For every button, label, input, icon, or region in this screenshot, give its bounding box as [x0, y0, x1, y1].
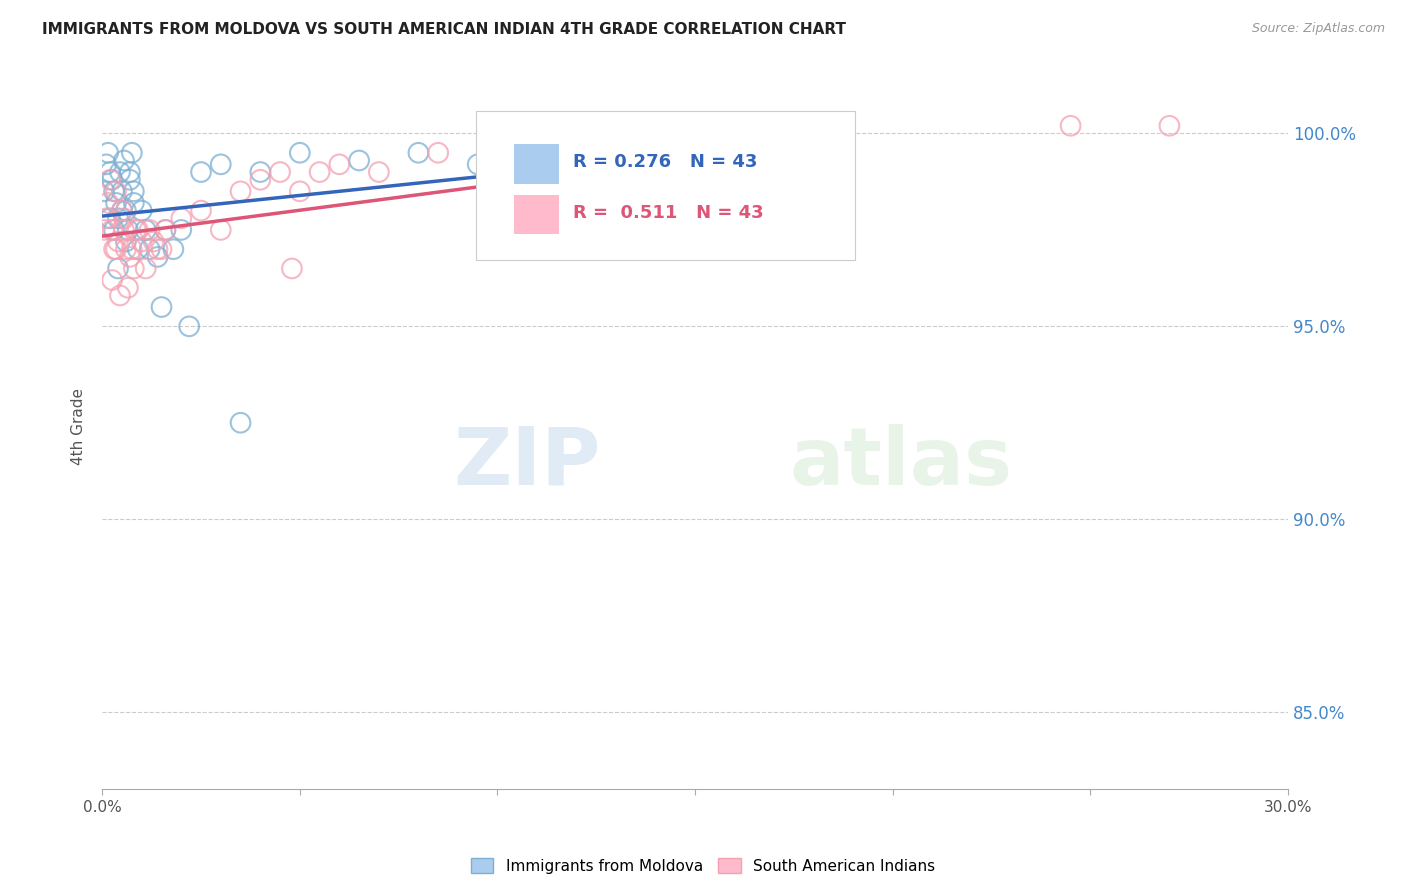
Point — [112, 211, 135, 226]
Point — [131, 235, 153, 249]
Point — [526, 145, 548, 160]
Point — [308, 165, 330, 179]
Point — [101, 173, 124, 187]
Point — [98, 165, 121, 179]
Bar — [513, 144, 558, 184]
Point — [229, 416, 252, 430]
Point — [408, 145, 430, 160]
Point — [93, 223, 115, 237]
Point — [107, 211, 129, 226]
Text: atlas: atlas — [790, 424, 1014, 502]
Point — [138, 242, 160, 256]
Point — [146, 250, 169, 264]
Point — [229, 185, 252, 199]
Text: R = 0.276   N = 43: R = 0.276 N = 43 — [574, 153, 758, 171]
Point — [121, 145, 143, 160]
Point — [155, 223, 177, 237]
Point — [281, 261, 304, 276]
Point — [127, 223, 149, 237]
Point — [122, 185, 145, 199]
Point — [162, 242, 184, 256]
Point — [367, 165, 389, 179]
Point — [288, 145, 311, 160]
Point — [96, 157, 118, 171]
Point — [122, 261, 145, 276]
Point — [118, 165, 141, 179]
Point — [108, 165, 131, 179]
Point — [118, 173, 141, 187]
Point — [1059, 119, 1081, 133]
Text: Source: ZipAtlas.com: Source: ZipAtlas.com — [1251, 22, 1385, 36]
Point — [117, 223, 139, 237]
Point — [150, 242, 173, 256]
Point — [105, 185, 128, 199]
Y-axis label: 4th Grade: 4th Grade — [72, 388, 86, 465]
Point — [288, 185, 311, 199]
Point — [111, 203, 134, 218]
Point — [112, 153, 135, 168]
Text: ZIP: ZIP — [453, 424, 600, 502]
Point — [118, 250, 141, 264]
Point — [127, 242, 149, 256]
Point — [125, 223, 148, 237]
Point — [98, 173, 121, 187]
Point — [1159, 119, 1181, 133]
Point — [190, 203, 212, 218]
Point — [249, 165, 271, 179]
Point — [101, 273, 124, 287]
Text: IMMIGRANTS FROM MOLDOVA VS SOUTH AMERICAN INDIAN 4TH GRADE CORRELATION CHART: IMMIGRANTS FROM MOLDOVA VS SOUTH AMERICA… — [42, 22, 846, 37]
Point — [249, 173, 271, 187]
Point — [93, 185, 115, 199]
Point — [101, 223, 124, 237]
Point — [108, 288, 131, 302]
Point — [347, 153, 370, 168]
Point — [105, 195, 128, 210]
Point — [97, 145, 120, 160]
Point — [427, 145, 450, 160]
Point — [209, 223, 232, 237]
Point — [170, 211, 193, 226]
Point — [97, 195, 120, 210]
Point — [155, 223, 177, 237]
Point — [111, 185, 134, 199]
Legend: Immigrants from Moldova, South American Indians: Immigrants from Moldova, South American … — [464, 852, 942, 880]
Point — [98, 211, 121, 226]
Point — [146, 242, 169, 256]
Point — [467, 157, 489, 171]
Point — [105, 242, 128, 256]
Point — [115, 235, 138, 249]
Point — [107, 261, 129, 276]
Point — [269, 165, 291, 179]
FancyBboxPatch shape — [475, 112, 855, 260]
Point — [209, 157, 232, 171]
Point — [103, 242, 125, 256]
Point — [117, 281, 139, 295]
Point — [170, 223, 193, 237]
Point — [107, 235, 129, 249]
Point — [142, 235, 165, 249]
Point — [150, 300, 173, 314]
Point — [111, 203, 134, 218]
Point — [112, 223, 135, 237]
Point — [122, 195, 145, 210]
Point — [585, 153, 607, 168]
Point — [115, 203, 138, 218]
Point — [179, 319, 201, 334]
Point — [190, 165, 212, 179]
Point — [486, 157, 509, 171]
Point — [103, 185, 125, 199]
Point — [328, 157, 350, 171]
Bar — [513, 194, 558, 235]
Point — [135, 223, 157, 237]
Text: R =  0.511   N = 43: R = 0.511 N = 43 — [574, 203, 763, 222]
Point — [115, 242, 138, 256]
Point — [131, 203, 153, 218]
Point — [138, 223, 160, 237]
Point — [96, 211, 118, 226]
Point — [121, 242, 143, 256]
Point — [135, 261, 157, 276]
Point — [103, 223, 125, 237]
